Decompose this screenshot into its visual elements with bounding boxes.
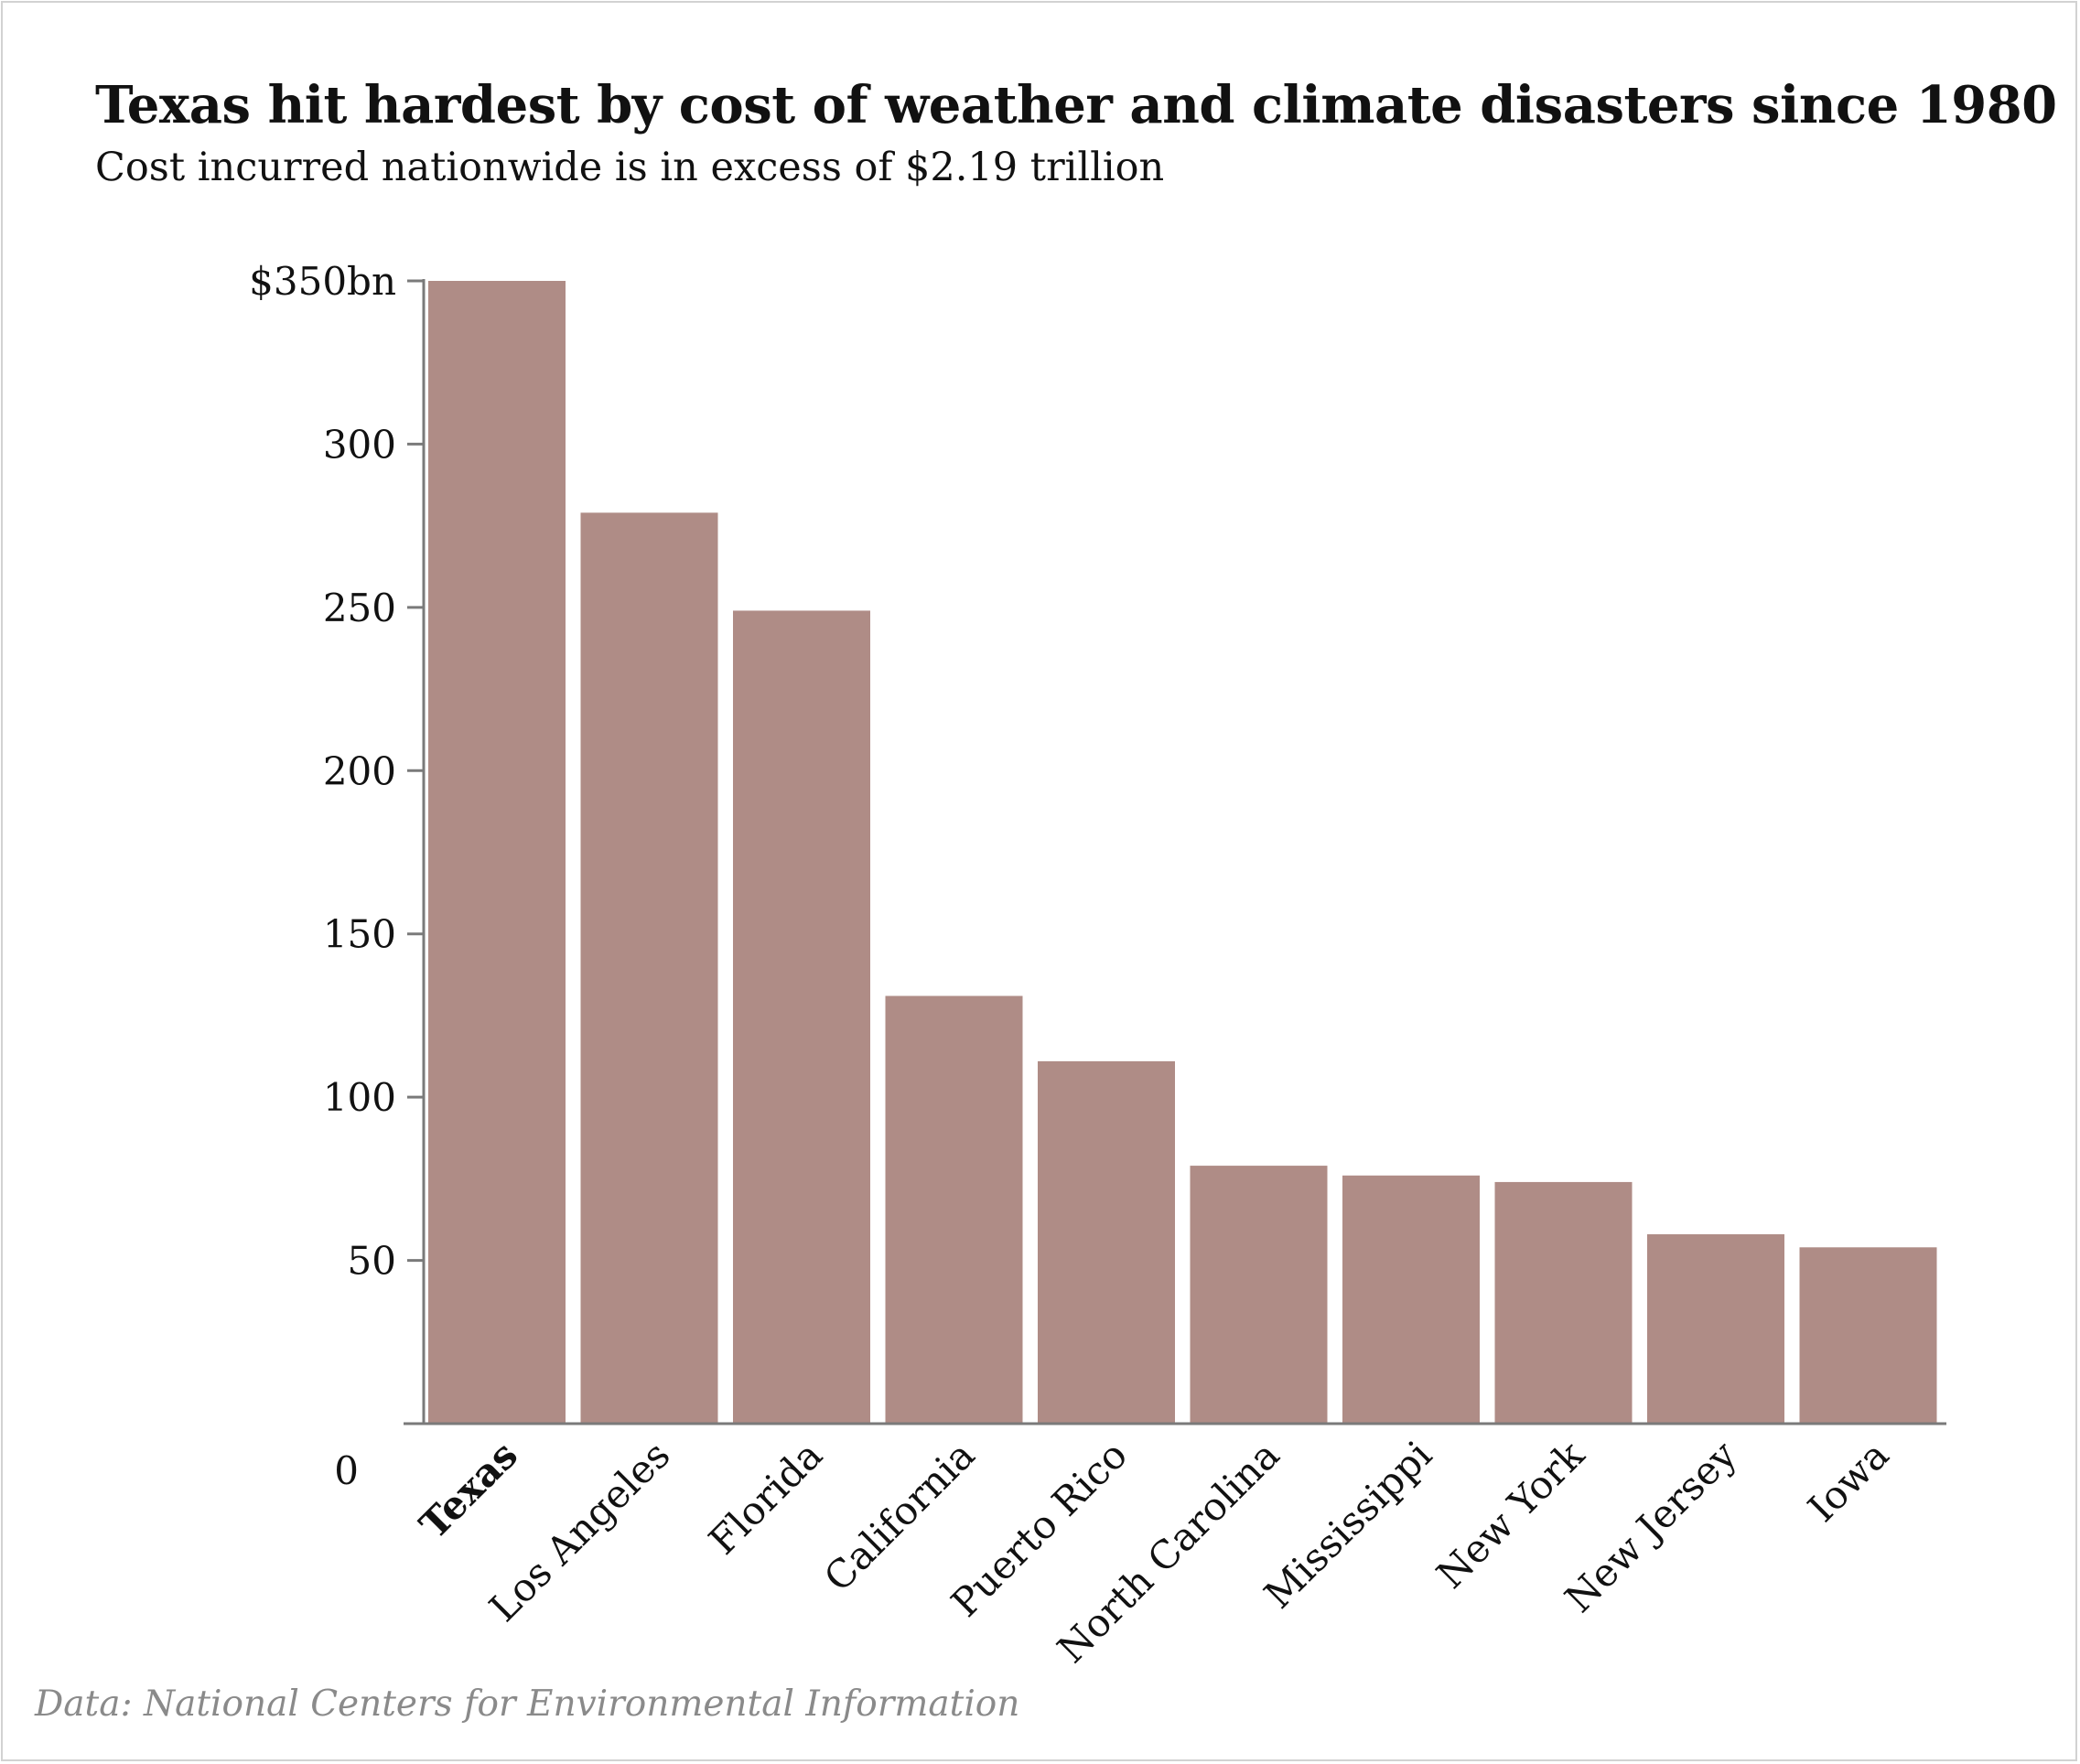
bar-new-jersey <box>1647 1234 1784 1424</box>
y-tick-label: 250 <box>323 586 396 630</box>
y-tick-label: 300 <box>323 422 396 467</box>
source-note: Data: National Centers for Environmental… <box>35 1683 1020 1725</box>
chart-title: Texas hit hardest by cost of weather and… <box>95 75 2057 135</box>
x-tick-label-iowa: Iowa <box>1799 1432 1897 1530</box>
y-tick-label: $350bn <box>249 259 396 304</box>
y-tick-label: 100 <box>323 1075 396 1120</box>
y-tick-label: 150 <box>323 912 396 957</box>
y-tick-label: 200 <box>323 748 396 793</box>
y-tick-label: 0 <box>334 1448 359 1493</box>
y-tick-label: 50 <box>348 1239 396 1284</box>
bar-mississippi <box>1342 1175 1480 1424</box>
x-tick-label-new-york: New York <box>1428 1432 1593 1597</box>
bar-puerto-rico <box>1038 1060 1175 1424</box>
bar-texas <box>428 281 566 1424</box>
chart-subtitle: Cost incurred nationwide is in excess of… <box>95 145 1165 190</box>
bar-new-york <box>1494 1181 1633 1424</box>
y-axis-ticks: 0 50 100 150 200 250 300 $350bn <box>249 259 424 1493</box>
bar-florida <box>733 610 870 1424</box>
bar-iowa <box>1799 1247 1937 1424</box>
x-tick-label-california: California <box>815 1432 983 1599</box>
bar-california <box>885 995 1023 1424</box>
axes-group <box>404 279 1946 1425</box>
bars-group <box>428 281 1937 1424</box>
bar-los-angeles <box>580 512 718 1424</box>
bar-north-carolina <box>1190 1166 1328 1424</box>
x-tick-label-florida: Florida <box>700 1432 831 1563</box>
x-tick-label-texas: Texas <box>411 1432 526 1547</box>
